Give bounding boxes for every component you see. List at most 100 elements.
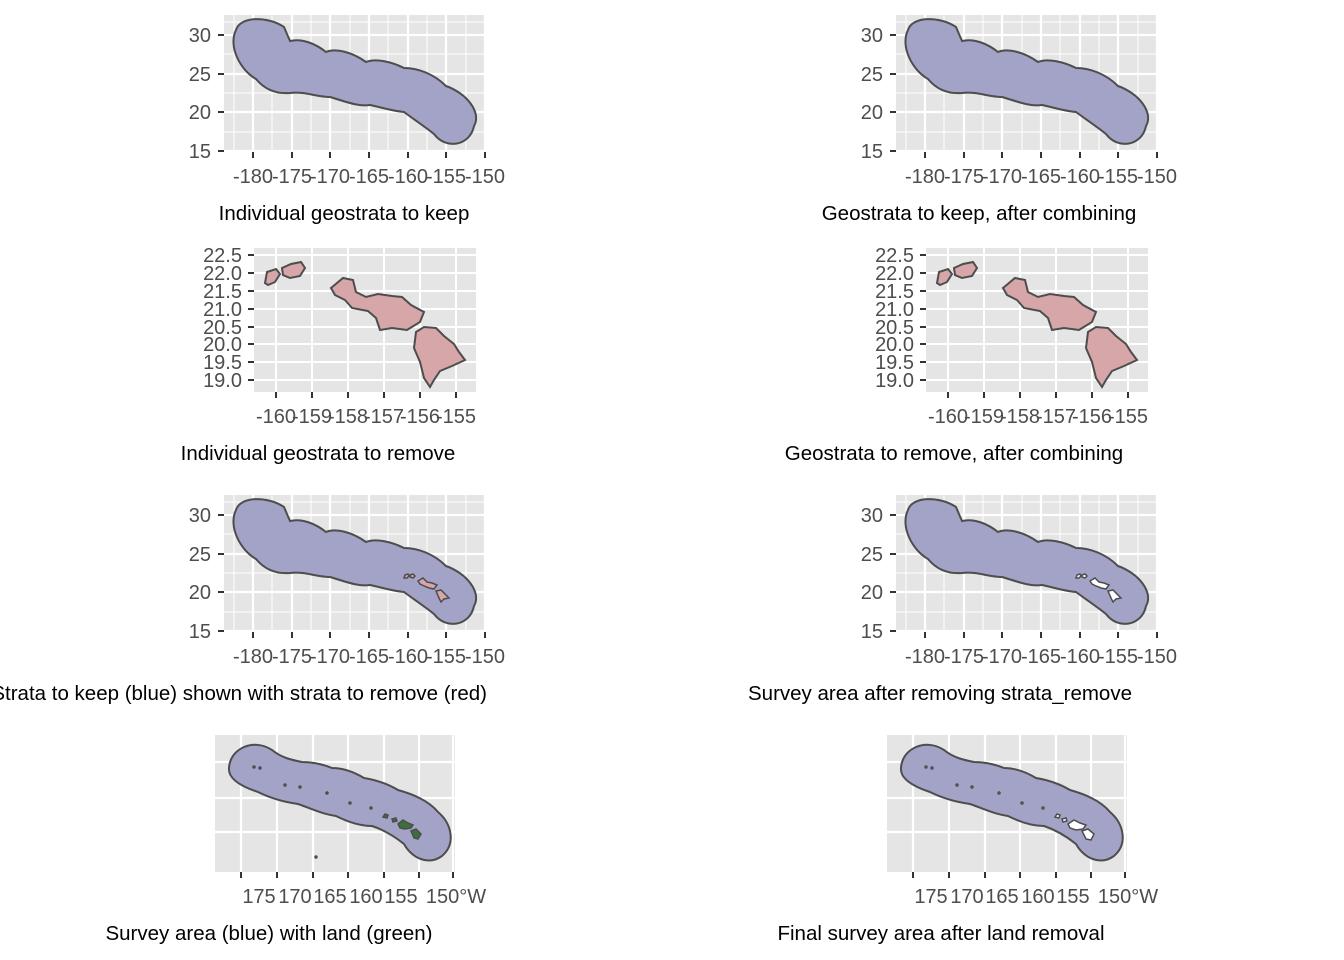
x-tick-label: -160 bbox=[388, 646, 428, 668]
keep-stratum-polygon bbox=[904, 18, 1149, 145]
y-tick-label: 20.5 bbox=[203, 317, 242, 339]
x-tick-label: -175 bbox=[272, 646, 312, 668]
y-tick-label: 21.0 bbox=[875, 299, 914, 321]
y-tick-labels: 15 20 25 30 bbox=[189, 25, 211, 163]
islet bbox=[314, 855, 318, 859]
remove-strata-polygons bbox=[402, 573, 451, 604]
x-tick-label: 175 bbox=[914, 886, 947, 908]
x-tick-label: -180 bbox=[905, 646, 945, 668]
y-tick-label: 25 bbox=[861, 544, 883, 566]
x-tick-label: -170 bbox=[310, 166, 350, 188]
x-tick-labels: -180 -175 -170 -165 -160 -155 -150 bbox=[905, 646, 1177, 668]
y-tick-label: 22.5 bbox=[203, 245, 242, 267]
y-tick-label: 25 bbox=[861, 64, 883, 86]
y-tick-labels: 15 20 25 30 bbox=[861, 505, 883, 643]
island-maui-nui bbox=[1001, 276, 1098, 332]
x-tick-label: -159 bbox=[292, 406, 332, 428]
x-tick-label: -170 bbox=[310, 646, 350, 668]
y-tick-label: 22.5 bbox=[875, 245, 914, 267]
x-tick-label: -180 bbox=[905, 166, 945, 188]
hole-oahu bbox=[1061, 817, 1068, 823]
y-tick-labels: 15 20 25 30 bbox=[189, 505, 211, 643]
x-ticks bbox=[252, 632, 486, 638]
x-tick-labels: -180 -175 -170 -165 -160 -155 -150 bbox=[905, 166, 1177, 188]
y-tick-label: 15 bbox=[861, 141, 883, 163]
x-tick-label: -150 bbox=[465, 646, 505, 668]
y-ticks bbox=[218, 34, 224, 152]
panel-caption: Strata to keep (blue) shown with strata … bbox=[0, 682, 487, 705]
x-tick-label: -155 bbox=[1108, 406, 1148, 428]
x-tick-label: -180 bbox=[233, 166, 273, 188]
island-hawaii bbox=[412, 325, 467, 389]
hole-hawaii bbox=[1106, 589, 1123, 604]
x-tick-labels: -180 -175 -170 -165 -160 -155 -150 bbox=[233, 646, 505, 668]
y-tick-label: 20.5 bbox=[875, 317, 914, 339]
panel-caption: Survey area after removing strata_remove bbox=[748, 682, 1132, 705]
y-ticks bbox=[890, 34, 896, 152]
keep-stratum-polygon bbox=[232, 18, 477, 145]
panel-keep-individual: 15 20 25 30 -180 -175 -170 -165 -160 -15… bbox=[189, 15, 505, 225]
x-tick-label: 155 bbox=[384, 886, 417, 908]
islet-hole bbox=[1041, 806, 1045, 810]
island-kauai bbox=[381, 813, 389, 819]
x-tick-label: -155 bbox=[1098, 166, 1138, 188]
x-ticks bbox=[275, 392, 457, 398]
y-tick-label: 19.0 bbox=[875, 370, 914, 392]
y-tick-label: 20 bbox=[189, 582, 211, 604]
islet bbox=[283, 783, 287, 787]
x-tick-label: 165 bbox=[313, 886, 346, 908]
islet bbox=[258, 766, 262, 770]
y-tick-label: 19.5 bbox=[203, 352, 242, 374]
panel-caption: Geostrata to remove, after combining bbox=[785, 442, 1123, 465]
island-maui-nui bbox=[329, 276, 426, 332]
x-tick-label: 170 bbox=[278, 886, 311, 908]
x-tick-label: -160 bbox=[1060, 166, 1100, 188]
y-tick-label: 20 bbox=[189, 102, 211, 124]
island-oahu bbox=[391, 817, 398, 823]
x-tick-label: 175 bbox=[242, 886, 275, 908]
y-tick-label: 30 bbox=[861, 25, 883, 47]
panel-after-remove: 15 20 25 30 -180 -175 -170 -165 -160 -15… bbox=[748, 495, 1177, 705]
y-tick-label: 20.0 bbox=[203, 334, 242, 356]
y-tick-label: 22.0 bbox=[875, 263, 914, 285]
x-tick-label: 165 bbox=[985, 886, 1018, 908]
x-tick-label: 160 bbox=[349, 886, 382, 908]
hole-hawaii bbox=[1080, 828, 1095, 841]
x-ticks bbox=[924, 632, 1158, 638]
island-hawaii bbox=[1084, 325, 1139, 389]
y-ticks bbox=[218, 514, 224, 632]
removed-holes bbox=[1074, 573, 1123, 604]
islet bbox=[348, 801, 352, 805]
x-tick-label: -180 bbox=[233, 646, 273, 668]
y-tick-label: 15 bbox=[861, 621, 883, 643]
x-tick-labels: 175 170 165 160 155 150°W bbox=[914, 886, 1158, 908]
keep-stratum-polygon bbox=[232, 498, 477, 625]
x-ticks bbox=[924, 152, 1158, 158]
x-tick-label: -165 bbox=[349, 646, 389, 668]
islet bbox=[369, 806, 373, 810]
x-tick-label: -175 bbox=[272, 166, 312, 188]
x-tick-label: -170 bbox=[982, 166, 1022, 188]
x-tick-label: -165 bbox=[349, 166, 389, 188]
x-tick-label: -157 bbox=[364, 406, 404, 428]
x-tick-label: -156 bbox=[400, 406, 440, 428]
x-tick-label: -155 bbox=[426, 646, 466, 668]
hole-maui-nui bbox=[1067, 819, 1088, 831]
islet-hole bbox=[1020, 801, 1024, 805]
keep-stratum-polygon bbox=[227, 743, 452, 862]
island-kauai bbox=[935, 267, 954, 287]
y-tick-label: 20.0 bbox=[875, 334, 914, 356]
y-tick-label: 21.0 bbox=[203, 299, 242, 321]
x-ticks bbox=[252, 152, 486, 158]
islet-hole bbox=[930, 766, 934, 770]
island-hawaii bbox=[410, 828, 422, 840]
panel-caption: Individual geostrata to keep bbox=[219, 202, 470, 225]
x-tick-label: -165 bbox=[1021, 166, 1061, 188]
y-tick-label: 30 bbox=[189, 25, 211, 47]
islet bbox=[252, 765, 256, 769]
hole-kauai bbox=[1053, 813, 1061, 819]
panel-remove-individual: 19.0 19.5 20.0 20.5 21.0 21.5 22.0 22.5 … bbox=[181, 245, 476, 465]
y-tick-labels: 15 20 25 30 bbox=[861, 25, 883, 163]
y-tick-label: 22.0 bbox=[203, 263, 242, 285]
y-tick-label: 30 bbox=[861, 505, 883, 527]
